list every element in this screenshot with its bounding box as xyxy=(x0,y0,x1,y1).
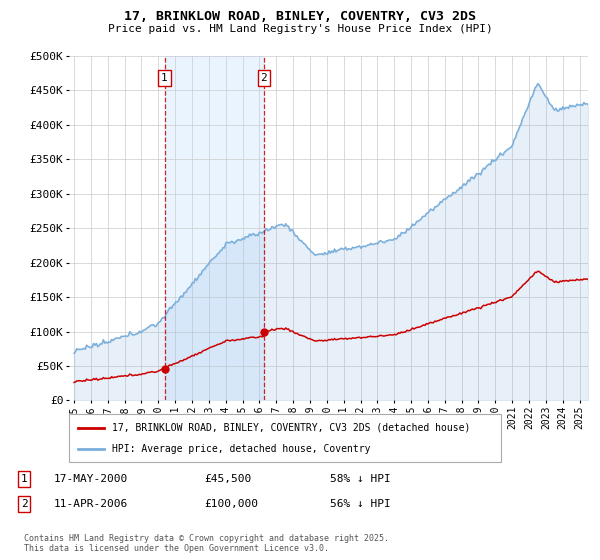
Text: 58% ↓ HPI: 58% ↓ HPI xyxy=(330,474,391,484)
Bar xyxy=(164,56,264,400)
Text: 2: 2 xyxy=(20,499,28,509)
Text: 1: 1 xyxy=(20,474,28,484)
Text: HPI: Average price, detached house, Coventry: HPI: Average price, detached house, Cove… xyxy=(112,444,371,454)
Text: Price paid vs. HM Land Registry's House Price Index (HPI): Price paid vs. HM Land Registry's House … xyxy=(107,24,493,34)
FancyBboxPatch shape xyxy=(69,414,501,462)
Text: 2: 2 xyxy=(260,73,268,83)
Text: 1: 1 xyxy=(161,73,168,83)
Text: 17, BRINKLOW ROAD, BINLEY, COVENTRY, CV3 2DS: 17, BRINKLOW ROAD, BINLEY, COVENTRY, CV3… xyxy=(124,10,476,23)
Text: 17-MAY-2000: 17-MAY-2000 xyxy=(54,474,128,484)
Text: 56% ↓ HPI: 56% ↓ HPI xyxy=(330,499,391,509)
Text: £100,000: £100,000 xyxy=(204,499,258,509)
Text: £45,500: £45,500 xyxy=(204,474,251,484)
Text: Contains HM Land Registry data © Crown copyright and database right 2025.
This d: Contains HM Land Registry data © Crown c… xyxy=(24,534,389,553)
Text: 11-APR-2006: 11-APR-2006 xyxy=(54,499,128,509)
Text: 17, BRINKLOW ROAD, BINLEY, COVENTRY, CV3 2DS (detached house): 17, BRINKLOW ROAD, BINLEY, COVENTRY, CV3… xyxy=(112,423,470,433)
